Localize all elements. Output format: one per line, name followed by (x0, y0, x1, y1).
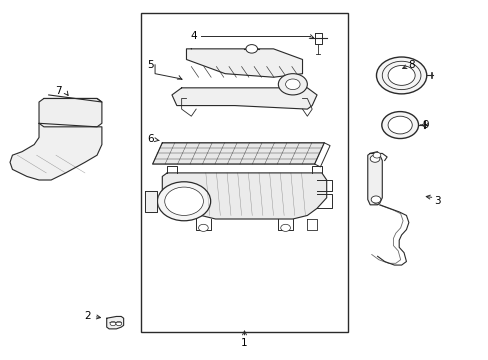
Text: 5: 5 (146, 60, 153, 70)
Circle shape (116, 321, 122, 326)
Circle shape (387, 66, 414, 85)
Circle shape (164, 187, 203, 215)
Text: 8: 8 (407, 60, 414, 70)
Polygon shape (152, 143, 324, 164)
Polygon shape (39, 99, 102, 127)
Circle shape (110, 321, 116, 326)
Polygon shape (162, 173, 326, 219)
Polygon shape (145, 191, 157, 212)
Bar (140, 13, 348, 332)
Circle shape (370, 196, 380, 203)
Polygon shape (367, 152, 382, 205)
Text: 9: 9 (422, 120, 428, 130)
Text: 6: 6 (146, 134, 153, 144)
Circle shape (376, 57, 426, 94)
Polygon shape (10, 123, 102, 180)
Circle shape (278, 74, 307, 95)
Polygon shape (186, 49, 302, 77)
Text: 3: 3 (434, 196, 440, 206)
Circle shape (369, 155, 379, 162)
Text: 2: 2 (84, 311, 90, 321)
Circle shape (285, 79, 300, 90)
Circle shape (280, 224, 290, 231)
Circle shape (372, 152, 380, 158)
Text: 4: 4 (190, 31, 197, 41)
Text: 1: 1 (241, 338, 247, 348)
Polygon shape (172, 88, 316, 109)
Circle shape (245, 45, 257, 53)
Polygon shape (106, 316, 123, 329)
Circle shape (198, 224, 208, 231)
Text: 7: 7 (55, 86, 61, 96)
Circle shape (387, 116, 411, 134)
Circle shape (381, 112, 418, 139)
Circle shape (157, 182, 210, 221)
